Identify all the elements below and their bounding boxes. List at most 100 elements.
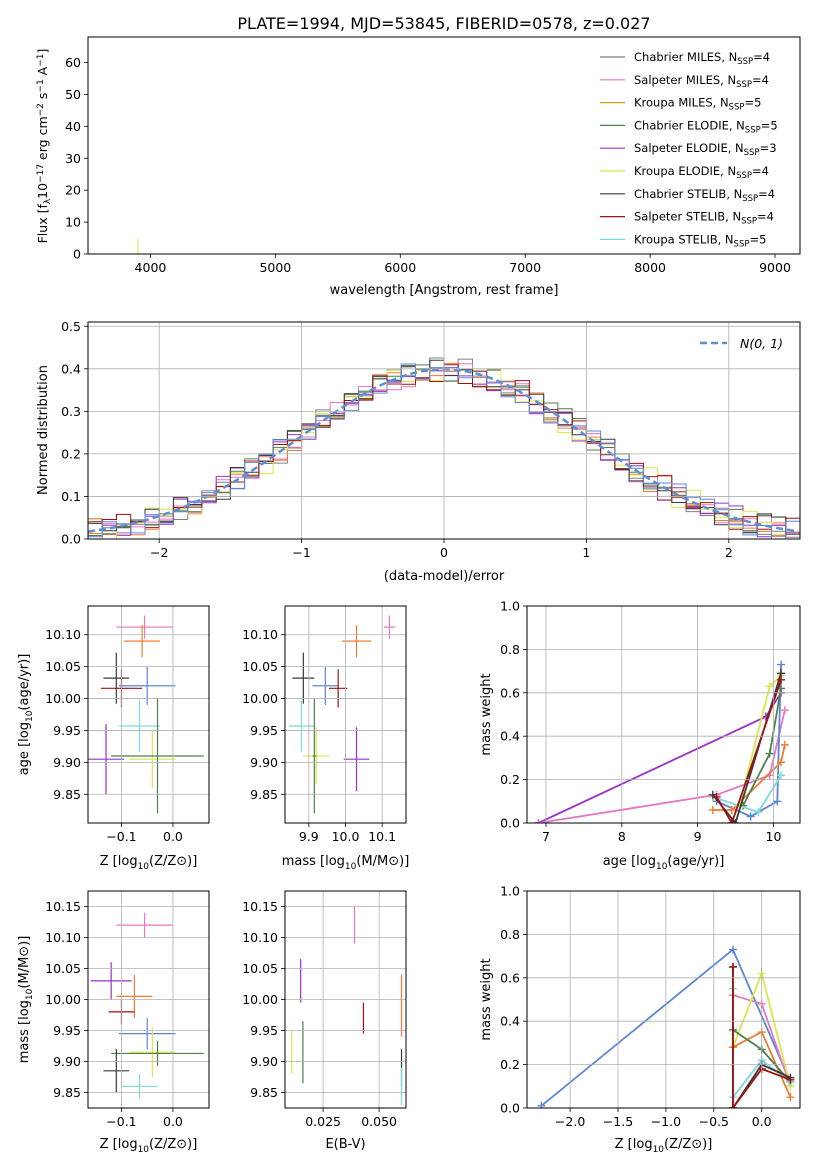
weight-marker bbox=[777, 771, 786, 780]
mass_vs_Z-plot-area bbox=[90, 912, 204, 1099]
weight_vs_Z-xtick-label: −1.0 bbox=[651, 1114, 681, 1129]
weight_vs_age-ytick-label: 0.8 bbox=[500, 642, 520, 657]
mass_vs_Z-ylabel: mass [log10(M/M⊙)] bbox=[17, 936, 35, 1064]
mass_vs_EBV-frame bbox=[284, 890, 407, 1109]
weight-series-line bbox=[732, 967, 791, 1108]
age_vs_mass-frame bbox=[284, 605, 407, 824]
weight-series-line bbox=[538, 709, 786, 823]
weight_vs_age-xtick-label: 9 bbox=[694, 829, 702, 844]
weight-marker bbox=[728, 962, 737, 971]
spectrum-xtick-label: 6000 bbox=[384, 260, 416, 275]
mass_vs_EBV-ytick-label: 9.85 bbox=[250, 1085, 278, 1100]
weight_vs_age-ytick-label: 0.6 bbox=[500, 685, 520, 700]
weight_vs_age-xtick-label: 7 bbox=[542, 829, 550, 844]
mass_vs_EBV-ytick-label: 10.10 bbox=[242, 930, 278, 945]
spectrum-legend: Chabrier MILES, NSSP=4 Salpeter MILES, NS… bbox=[600, 50, 778, 249]
weight-marker bbox=[727, 819, 736, 823]
mass_vs_Z-xtick-label: −0.1 bbox=[106, 1114, 136, 1129]
mass_vs_Z-ytick-label: 10.10 bbox=[45, 930, 81, 945]
weight-marker bbox=[780, 706, 789, 715]
legend-entry: Salpeter MILES, NSSP=4 bbox=[634, 73, 769, 90]
spectrum-xtick-label: 5000 bbox=[259, 260, 291, 275]
spectrum-ytick-label: 0 bbox=[73, 247, 81, 262]
age_vs_Z-xtick-label: −0.1 bbox=[106, 829, 136, 844]
weight_vs_age-axes: 7 8 9 10 0.0 0.2 0.4 0.6 0.8 1.0 age [log10(age/yr… bbox=[479, 599, 801, 872]
weight_vs_Z-xtick-label: −2.0 bbox=[555, 1114, 585, 1129]
weight-marker bbox=[727, 805, 736, 814]
mass_vs_EBV-ytick-label: 9.90 bbox=[250, 1054, 278, 1069]
weight_vs_Z-ytick-label: 0.2 bbox=[500, 1057, 520, 1072]
legend-entry: Kroupa ELODIE, NSSP=4 bbox=[634, 164, 769, 181]
age_vs_mass-ytick-label: 9.95 bbox=[250, 723, 278, 738]
spectrum-xtick-label: 8000 bbox=[634, 260, 666, 275]
weight-marker bbox=[786, 1093, 795, 1102]
age_vs_Z-xlabel: Z [log10(Z/Z⊙)] bbox=[100, 854, 198, 872]
residuals-ytick-label: 0.3 bbox=[61, 404, 81, 419]
spectrum-xtick-label: 9000 bbox=[759, 260, 791, 275]
spectrum-xtick-label: 7000 bbox=[509, 260, 541, 275]
residuals-ytick-label: 0.0 bbox=[61, 532, 81, 547]
residuals-ytick-label: 0.2 bbox=[61, 446, 81, 461]
figure-title: PLATE=1994, MJD=53845, FIBERID=0578, z=0… bbox=[237, 14, 650, 33]
spectrum-ytick-label: 50 bbox=[65, 87, 81, 102]
residuals-ytick-label: 0.1 bbox=[61, 489, 81, 504]
weight-marker bbox=[754, 808, 763, 817]
residuals-xtick-label: 2 bbox=[725, 545, 733, 560]
age_vs_mass-ytick-label: 10.10 bbox=[242, 627, 278, 642]
legend-entry: Chabrier ELODIE, NSSP=5 bbox=[634, 118, 778, 135]
weight_vs_Z-axes: −2.0 −1.5 −1.0 −0.5 0.0 0.0 0.2 0.4 0.6 0.8 1.0 Z [… bbox=[479, 884, 801, 1155]
weight_vs_Z-xtick-label: 0.0 bbox=[752, 1114, 772, 1129]
weight_vs_Z-ytick-label: 0.6 bbox=[500, 970, 520, 985]
age_vs_mass-ytick-label: 9.85 bbox=[250, 787, 278, 802]
weight-marker bbox=[786, 1075, 795, 1084]
age_vs_Z-plot-area bbox=[88, 615, 204, 814]
weight_vs_age-plot-area bbox=[534, 660, 789, 823]
residuals-xlabel: (data-model)/error bbox=[384, 569, 505, 584]
mass_vs_EBV-xtick-label: 0.025 bbox=[305, 1114, 341, 1129]
age_vs_Z-ylabel: age [log10(age/yr)] bbox=[17, 654, 35, 776]
residuals-xtick-label: −1 bbox=[292, 545, 310, 560]
legend-entry: Chabrier MILES, NSSP=4 bbox=[634, 50, 770, 67]
normal-curve bbox=[88, 368, 798, 533]
weight_vs_Z-ytick-label: 1.0 bbox=[500, 884, 520, 899]
mass_vs_Z-ytick-label: 10.00 bbox=[45, 992, 81, 1007]
weight_vs_Z-ylabel: mass weight bbox=[479, 958, 494, 1040]
spectrum-frame bbox=[87, 36, 801, 255]
spectrum-ytick-label: 20 bbox=[65, 183, 81, 198]
weight-marker bbox=[708, 805, 717, 814]
legend-entry: Kroupa MILES, NSSP=5 bbox=[634, 96, 761, 113]
residuals-frame bbox=[87, 321, 801, 540]
legend-entry: Kroupa STELIB, NSSP=5 bbox=[634, 232, 766, 249]
mass_vs_Z-ytick-label: 9.85 bbox=[53, 1085, 81, 1100]
age_vs_mass-ytick-label: 9.90 bbox=[250, 755, 278, 770]
mass_vs_Z-frame bbox=[87, 890, 210, 1109]
weight-marker bbox=[731, 819, 740, 823]
weight-marker bbox=[728, 945, 737, 954]
mass_vs_EBV-ytick-label: 9.95 bbox=[250, 1023, 278, 1038]
spectrum-ytick-label: 40 bbox=[65, 119, 81, 134]
mass_vs_EBV-ytick-label: 10.15 bbox=[242, 899, 278, 914]
residuals-ytick-label: 0.4 bbox=[61, 361, 81, 376]
weight-marker bbox=[777, 660, 786, 669]
age_vs_Z-ytick-label: 10.05 bbox=[45, 659, 81, 674]
weight-marker bbox=[728, 1104, 737, 1108]
legend-entry: N(0, 1) bbox=[740, 336, 783, 351]
weight-series-line bbox=[715, 679, 782, 823]
mass_vs_EBV-xtick-label: 0.050 bbox=[361, 1114, 397, 1129]
residuals-xtick-label: 1 bbox=[582, 545, 590, 560]
weight-marker bbox=[777, 675, 786, 684]
spectrum-xtick-label: 4000 bbox=[135, 260, 167, 275]
age_vs_Z-axes: −0.1 0.0 9.85 9.90 9.95 10.00 10.05 10.10 Z [log… bbox=[17, 605, 210, 872]
mass_vs_Z-xtick-label: 0.0 bbox=[163, 1114, 183, 1129]
age_vs_mass-ytick-label: 10.05 bbox=[242, 659, 278, 674]
age_vs_mass-plot-area bbox=[288, 615, 395, 814]
weight_vs_age-xtick-label: 10 bbox=[766, 829, 782, 844]
age_vs_Z-ytick-label: 10.10 bbox=[45, 627, 81, 642]
weight-series-line bbox=[742, 688, 782, 807]
weight-marker bbox=[712, 792, 721, 801]
age_vs_Z-ytick-label: 9.85 bbox=[53, 787, 81, 802]
legend-entry: Chabrier STELIB, NSSP=4 bbox=[634, 187, 775, 204]
age_vs_mass-ytick-label: 10.00 bbox=[242, 691, 278, 706]
weight-marker bbox=[537, 1101, 546, 1108]
